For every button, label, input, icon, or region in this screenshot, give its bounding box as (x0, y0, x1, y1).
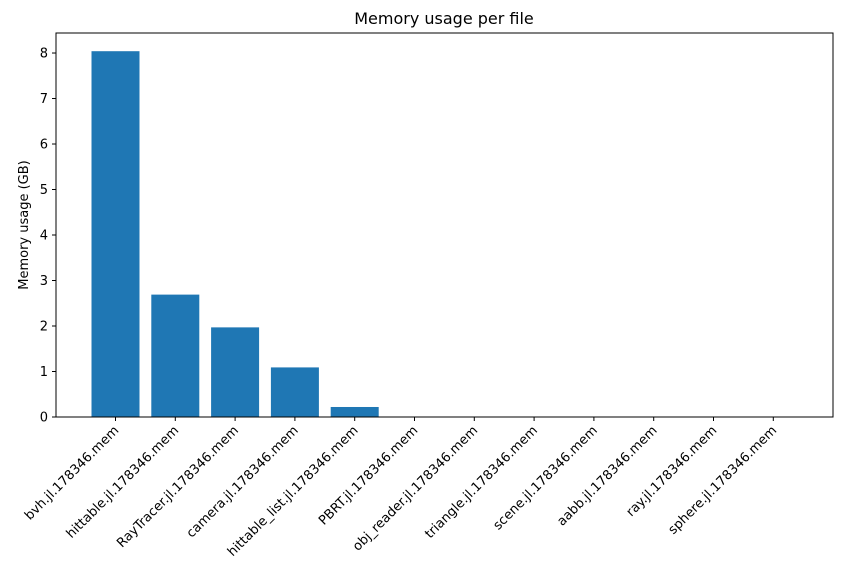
y-tick-label: 3 (40, 274, 48, 289)
y-tick-label: 1 (40, 365, 48, 380)
bars-group (91, 51, 798, 417)
bar (151, 294, 200, 417)
y-tick-label: 8 (40, 47, 48, 62)
y-tick-label: 4 (40, 229, 48, 244)
x-tick-label: RayTracer.jl.178346.mem (114, 423, 242, 551)
x-tick-label: camera.jl.178346.mem (184, 423, 302, 541)
chart-title: Memory usage per file (354, 9, 534, 28)
y-axis: 0 1 2 3 4 5 6 7 8 (40, 47, 56, 426)
plot-frame (55, 32, 834, 418)
y-tick-label: 5 (40, 183, 48, 198)
bar (211, 327, 260, 417)
x-tick-label: scene.jl.178346.mem (491, 423, 601, 533)
x-tick-label: obj_reader.jl.178346.mem (350, 423, 481, 554)
y-tick-label: 6 (40, 138, 48, 153)
bar (270, 367, 319, 417)
x-tick-label: PBRT.jl.178346.mem (316, 423, 421, 528)
y-tick-label: 2 (40, 320, 48, 335)
y-tick-label: 7 (40, 92, 48, 107)
y-axis-label: Memory usage (GB) (17, 160, 32, 290)
x-tick-label: aabb.jl.178346.mem (554, 423, 660, 529)
bar (330, 406, 379, 417)
bar (91, 51, 140, 417)
x-tick-label: sphere.jl.178346.mem (666, 423, 780, 537)
x-tick-label: hittable_list.jl.178346.mem (225, 423, 362, 560)
x-axis: bvh.jl.178346.memhittable.jl.178346.memR… (22, 417, 780, 560)
y-tick-label: 0 (40, 411, 48, 426)
x-tick-label: hittable.jl.178346.mem (64, 423, 182, 541)
x-tick-label: triangle.jl.178346.mem (422, 423, 541, 542)
